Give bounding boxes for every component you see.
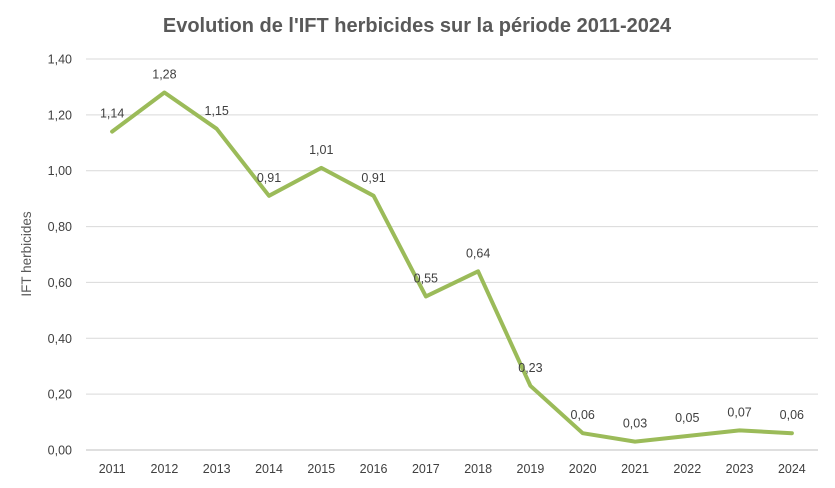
x-tick-label: 2011 bbox=[99, 462, 126, 476]
data-label: 0,55 bbox=[414, 271, 438, 285]
x-tick-label: 2023 bbox=[726, 462, 754, 476]
y-tick-label: 0,80 bbox=[48, 220, 72, 234]
data-label: 0,91 bbox=[361, 171, 385, 185]
y-tick-label: 1,20 bbox=[48, 108, 72, 122]
y-tick-label: 1,00 bbox=[48, 164, 72, 178]
x-tick-label: 2021 bbox=[621, 462, 649, 476]
data-label: 0,07 bbox=[727, 405, 751, 419]
x-tick-label: 2019 bbox=[517, 462, 545, 476]
x-tick-label: 2016 bbox=[360, 462, 388, 476]
x-tick-label: 2020 bbox=[569, 462, 597, 476]
series-line bbox=[110, 90, 794, 444]
data-label: 1,14 bbox=[100, 107, 124, 121]
x-tick-label: 2022 bbox=[673, 462, 701, 476]
x-axis-ticks: 2011 2012 2013 2014 2015 2016 2017 2018 2019 2020… bbox=[99, 462, 806, 476]
x-tick-label: 2014 bbox=[255, 462, 283, 476]
x-tick-label: 2013 bbox=[203, 462, 231, 476]
data-label: 0,06 bbox=[571, 408, 595, 422]
x-tick-label: 2018 bbox=[464, 462, 492, 476]
x-tick-label: 2017 bbox=[412, 462, 440, 476]
y-axis-label: IFT herbicides bbox=[19, 211, 34, 297]
series-ift-herbicides bbox=[110, 90, 794, 444]
data-label: 0,06 bbox=[780, 408, 804, 422]
y-tick-label: 0,60 bbox=[48, 276, 72, 290]
y-tick-label: 0,20 bbox=[48, 388, 72, 402]
data-label: 1,15 bbox=[205, 104, 229, 118]
data-label: 1,01 bbox=[309, 143, 333, 157]
data-label: 0,03 bbox=[623, 417, 647, 431]
x-tick-label: 2024 bbox=[778, 462, 806, 476]
data-label: 0,91 bbox=[257, 171, 281, 185]
x-tick-label: 2015 bbox=[307, 462, 335, 476]
data-label: 0,23 bbox=[518, 361, 542, 375]
y-tick-label: 1,40 bbox=[48, 53, 72, 67]
data-label: 1,28 bbox=[152, 68, 176, 82]
data-label: 0,64 bbox=[466, 246, 490, 260]
x-tick-label: 2012 bbox=[151, 462, 179, 476]
y-axis-ticks: 0,00 0,20 0,40 0,60 0,80 1,00 1,20 1,40 bbox=[48, 53, 72, 458]
data-label: 0,05 bbox=[675, 411, 699, 425]
chart-title: Evolution de l'IFT herbicides sur la pér… bbox=[163, 15, 672, 37]
y-tick-label: 0,40 bbox=[48, 332, 72, 346]
y-tick-label: 0,00 bbox=[48, 444, 72, 458]
gridlines bbox=[86, 58, 818, 451]
data-labels: 1,14 1,28 1,15 0,91 1,01 0,91 0,55 0,64 0,23 0,06… bbox=[100, 68, 804, 431]
